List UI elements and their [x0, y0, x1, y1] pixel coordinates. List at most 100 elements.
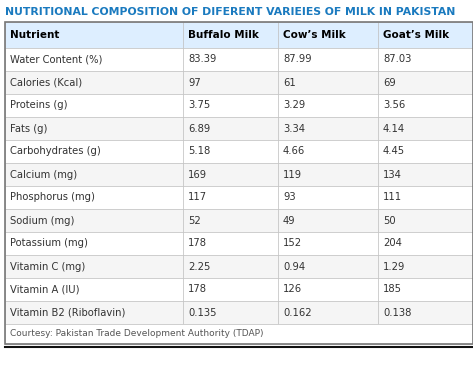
Bar [278, 117, 378, 140]
Text: 69: 69 [383, 78, 396, 88]
Text: Vitamin B2 (Riboflavin): Vitamin B2 (Riboflavin) [10, 308, 125, 318]
Text: Cow’s Milk: Cow’s Milk [283, 30, 346, 40]
Bar [378, 301, 473, 324]
Bar [378, 71, 473, 94]
Bar [378, 232, 473, 255]
Bar [5, 140, 183, 163]
Text: Water Content (%): Water Content (%) [10, 54, 102, 64]
Bar [278, 48, 378, 71]
Text: 3.75: 3.75 [188, 100, 210, 110]
Text: 61: 61 [283, 78, 296, 88]
Text: 126: 126 [283, 284, 302, 294]
Bar [183, 71, 278, 94]
Bar [378, 255, 473, 278]
Text: Carbohydrates (g): Carbohydrates (g) [10, 146, 101, 156]
Bar [183, 140, 278, 163]
Text: Sodium (mg): Sodium (mg) [10, 216, 74, 226]
Text: 87.99: 87.99 [283, 54, 312, 64]
Bar [5, 186, 183, 209]
Bar [278, 71, 378, 94]
Bar [278, 255, 378, 278]
Bar [278, 140, 378, 163]
Bar [5, 94, 183, 117]
Bar [378, 140, 473, 163]
Text: Vitamin A (IU): Vitamin A (IU) [10, 284, 79, 294]
Bar [378, 48, 473, 71]
Text: Potassium (mg): Potassium (mg) [10, 238, 88, 248]
Text: 3.29: 3.29 [283, 100, 305, 110]
Bar [278, 22, 378, 48]
Text: Calcium (mg): Calcium (mg) [10, 170, 77, 180]
Bar [183, 255, 278, 278]
Bar [378, 209, 473, 232]
Text: 178: 178 [188, 284, 207, 294]
Text: 4.45: 4.45 [383, 146, 405, 156]
Text: Fats (g): Fats (g) [10, 124, 47, 134]
Text: 83.39: 83.39 [188, 54, 216, 64]
Text: 3.34: 3.34 [283, 124, 305, 134]
Text: 119: 119 [283, 170, 302, 180]
Bar [278, 94, 378, 117]
Bar [183, 94, 278, 117]
Text: Nutrient: Nutrient [10, 30, 60, 40]
Text: 93: 93 [283, 192, 296, 202]
Bar [5, 71, 183, 94]
Bar [278, 301, 378, 324]
Bar [5, 22, 473, 344]
Text: 52: 52 [188, 216, 201, 226]
Bar [5, 278, 183, 301]
Bar [5, 301, 183, 324]
Bar [278, 278, 378, 301]
Bar [278, 163, 378, 186]
Bar [378, 278, 473, 301]
Text: 5.18: 5.18 [188, 146, 210, 156]
Text: 4.14: 4.14 [383, 124, 405, 134]
Bar [183, 301, 278, 324]
Text: Calories (Kcal): Calories (Kcal) [10, 78, 82, 88]
Text: 0.94: 0.94 [283, 262, 305, 272]
Bar [378, 163, 473, 186]
Text: Buffalo Milk: Buffalo Milk [188, 30, 259, 40]
Bar [183, 186, 278, 209]
Bar [183, 209, 278, 232]
Text: 111: 111 [383, 192, 402, 202]
Bar [5, 48, 183, 71]
Text: 6.89: 6.89 [188, 124, 210, 134]
Bar [183, 278, 278, 301]
Text: 178: 178 [188, 238, 207, 248]
Text: Phosphorus (mg): Phosphorus (mg) [10, 192, 95, 202]
Text: Courtesy: Pakistan Trade Development Authority (TDAP): Courtesy: Pakistan Trade Development Aut… [10, 329, 263, 339]
Text: 1.29: 1.29 [383, 262, 405, 272]
Text: 49: 49 [283, 216, 296, 226]
Text: 117: 117 [188, 192, 207, 202]
Bar [183, 163, 278, 186]
Bar [5, 22, 183, 48]
Text: Goat’s Milk: Goat’s Milk [383, 30, 449, 40]
Text: NUTRITIONAL COMPOSITION OF DIFERENT VARIEIES OF MILK IN PAKISTAN: NUTRITIONAL COMPOSITION OF DIFERENT VARI… [5, 7, 455, 17]
Text: 152: 152 [283, 238, 302, 248]
Text: 185: 185 [383, 284, 402, 294]
Text: 3.56: 3.56 [383, 100, 405, 110]
Text: 0.138: 0.138 [383, 308, 412, 318]
Bar [378, 22, 473, 48]
Bar [183, 22, 278, 48]
Bar [378, 117, 473, 140]
Bar [5, 117, 183, 140]
Bar [5, 324, 473, 344]
Bar [278, 209, 378, 232]
Text: 169: 169 [188, 170, 207, 180]
Bar [5, 232, 183, 255]
Bar [183, 117, 278, 140]
Text: Proteins (g): Proteins (g) [10, 100, 68, 110]
Bar [378, 94, 473, 117]
Bar [5, 209, 183, 232]
Text: 4.66: 4.66 [283, 146, 305, 156]
Text: 87.03: 87.03 [383, 54, 412, 64]
Bar [378, 186, 473, 209]
Bar [5, 255, 183, 278]
Text: 0.162: 0.162 [283, 308, 312, 318]
Text: 134: 134 [383, 170, 402, 180]
Bar [278, 232, 378, 255]
Bar [183, 232, 278, 255]
Text: 50: 50 [383, 216, 395, 226]
